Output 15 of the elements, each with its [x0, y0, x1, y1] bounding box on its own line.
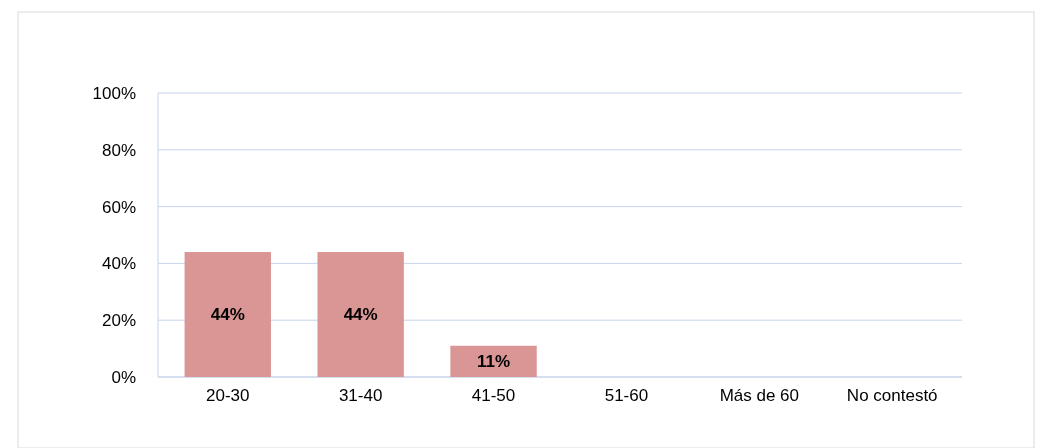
data-label: 44% — [343, 305, 378, 325]
y-tick-label: 20% — [101, 311, 136, 331]
y-tick-label: 80% — [101, 140, 136, 160]
x-tick-label: 31-40 — [338, 386, 383, 405]
x-tick-label: 41-50 — [471, 386, 516, 405]
x-tick-label: 20-30 — [206, 386, 250, 405]
data-label: 44% — [210, 305, 245, 325]
y-tick-label: 0% — [111, 367, 136, 387]
x-tick-label: No contestó — [846, 386, 938, 405]
y-tick-label: 40% — [101, 254, 136, 274]
x-tick-label: Más de 60 — [719, 386, 800, 405]
data-label: 11% — [477, 352, 511, 372]
y-tick-label: 60% — [101, 197, 136, 217]
y-tick-label: 100% — [92, 83, 136, 103]
x-tick-label: 51-60 — [604, 386, 649, 405]
